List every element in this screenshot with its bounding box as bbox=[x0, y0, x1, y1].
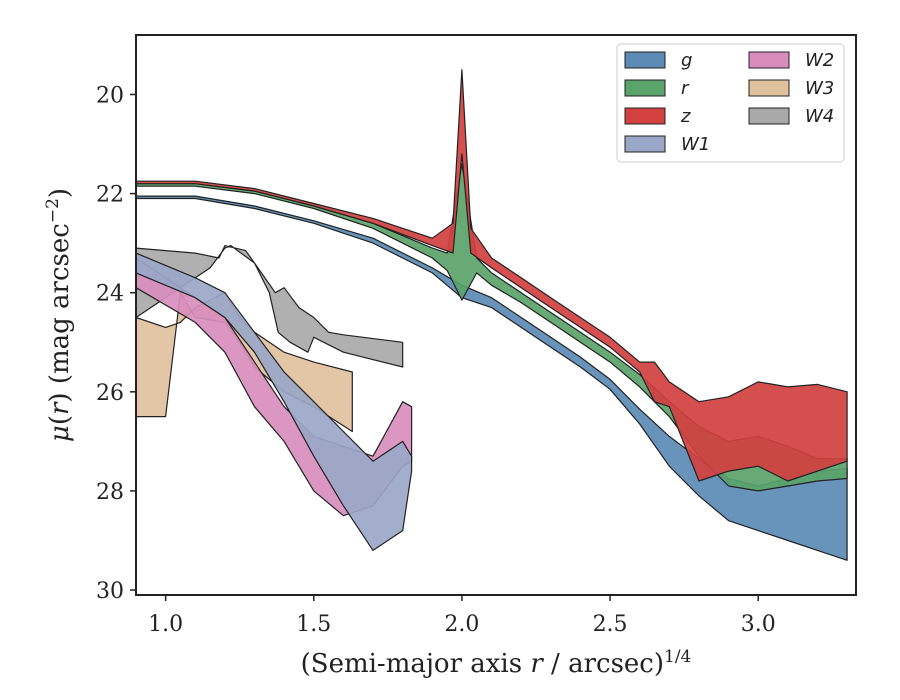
legend-swatch bbox=[624, 135, 666, 153]
y-tick-label: 28 bbox=[96, 480, 124, 505]
x-axis: 1.0 1.5 2.0 2.5 3.0 bbox=[148, 595, 776, 637]
x-axis-label: (Semi-major axis r / arcsec)1/4 bbox=[301, 647, 692, 679]
y-tick-label: 26 bbox=[96, 381, 124, 406]
legend: grz W1 W2 W3 W4 bbox=[616, 43, 845, 163]
plot-frame bbox=[135, 34, 857, 596]
legend-swatch bbox=[748, 107, 790, 125]
band-g bbox=[135, 195, 848, 561]
y-tick-label: 22 bbox=[96, 183, 124, 208]
legend-swatch bbox=[624, 107, 666, 125]
band-W4 bbox=[135, 245, 404, 368]
y-tick-label: 30 bbox=[96, 579, 124, 604]
legend-label: W3 bbox=[805, 78, 834, 99]
band-W1 bbox=[135, 252, 413, 552]
x-tick-label: 3.0 bbox=[741, 612, 776, 637]
legend-label: W2 bbox=[805, 50, 834, 71]
y-axis-label: μ(r) (mag arcsec−2) bbox=[43, 188, 75, 442]
y-tick-label: 24 bbox=[96, 282, 124, 307]
x-tick-label: 1.5 bbox=[296, 612, 331, 637]
plot-bands bbox=[135, 69, 848, 561]
y-axis: 20 22 24 26 28 30 bbox=[96, 83, 136, 604]
legend-frame bbox=[616, 43, 845, 163]
legend-label: W1 bbox=[681, 134, 710, 155]
x-tick-label: 2.0 bbox=[444, 612, 479, 637]
legend-label: W4 bbox=[805, 106, 834, 127]
legend-label: g bbox=[681, 50, 692, 71]
band-z bbox=[135, 69, 848, 482]
legend-swatch bbox=[624, 79, 666, 97]
x-tick-label: 2.5 bbox=[593, 612, 628, 637]
x-tick-label: 1.0 bbox=[148, 612, 183, 637]
legend-label: z bbox=[680, 106, 691, 127]
y-tick-label: 20 bbox=[96, 83, 124, 108]
legend-swatch bbox=[748, 51, 790, 69]
legend-label: r bbox=[681, 78, 690, 99]
legend-swatch bbox=[748, 79, 790, 97]
legend-swatch bbox=[624, 51, 666, 69]
